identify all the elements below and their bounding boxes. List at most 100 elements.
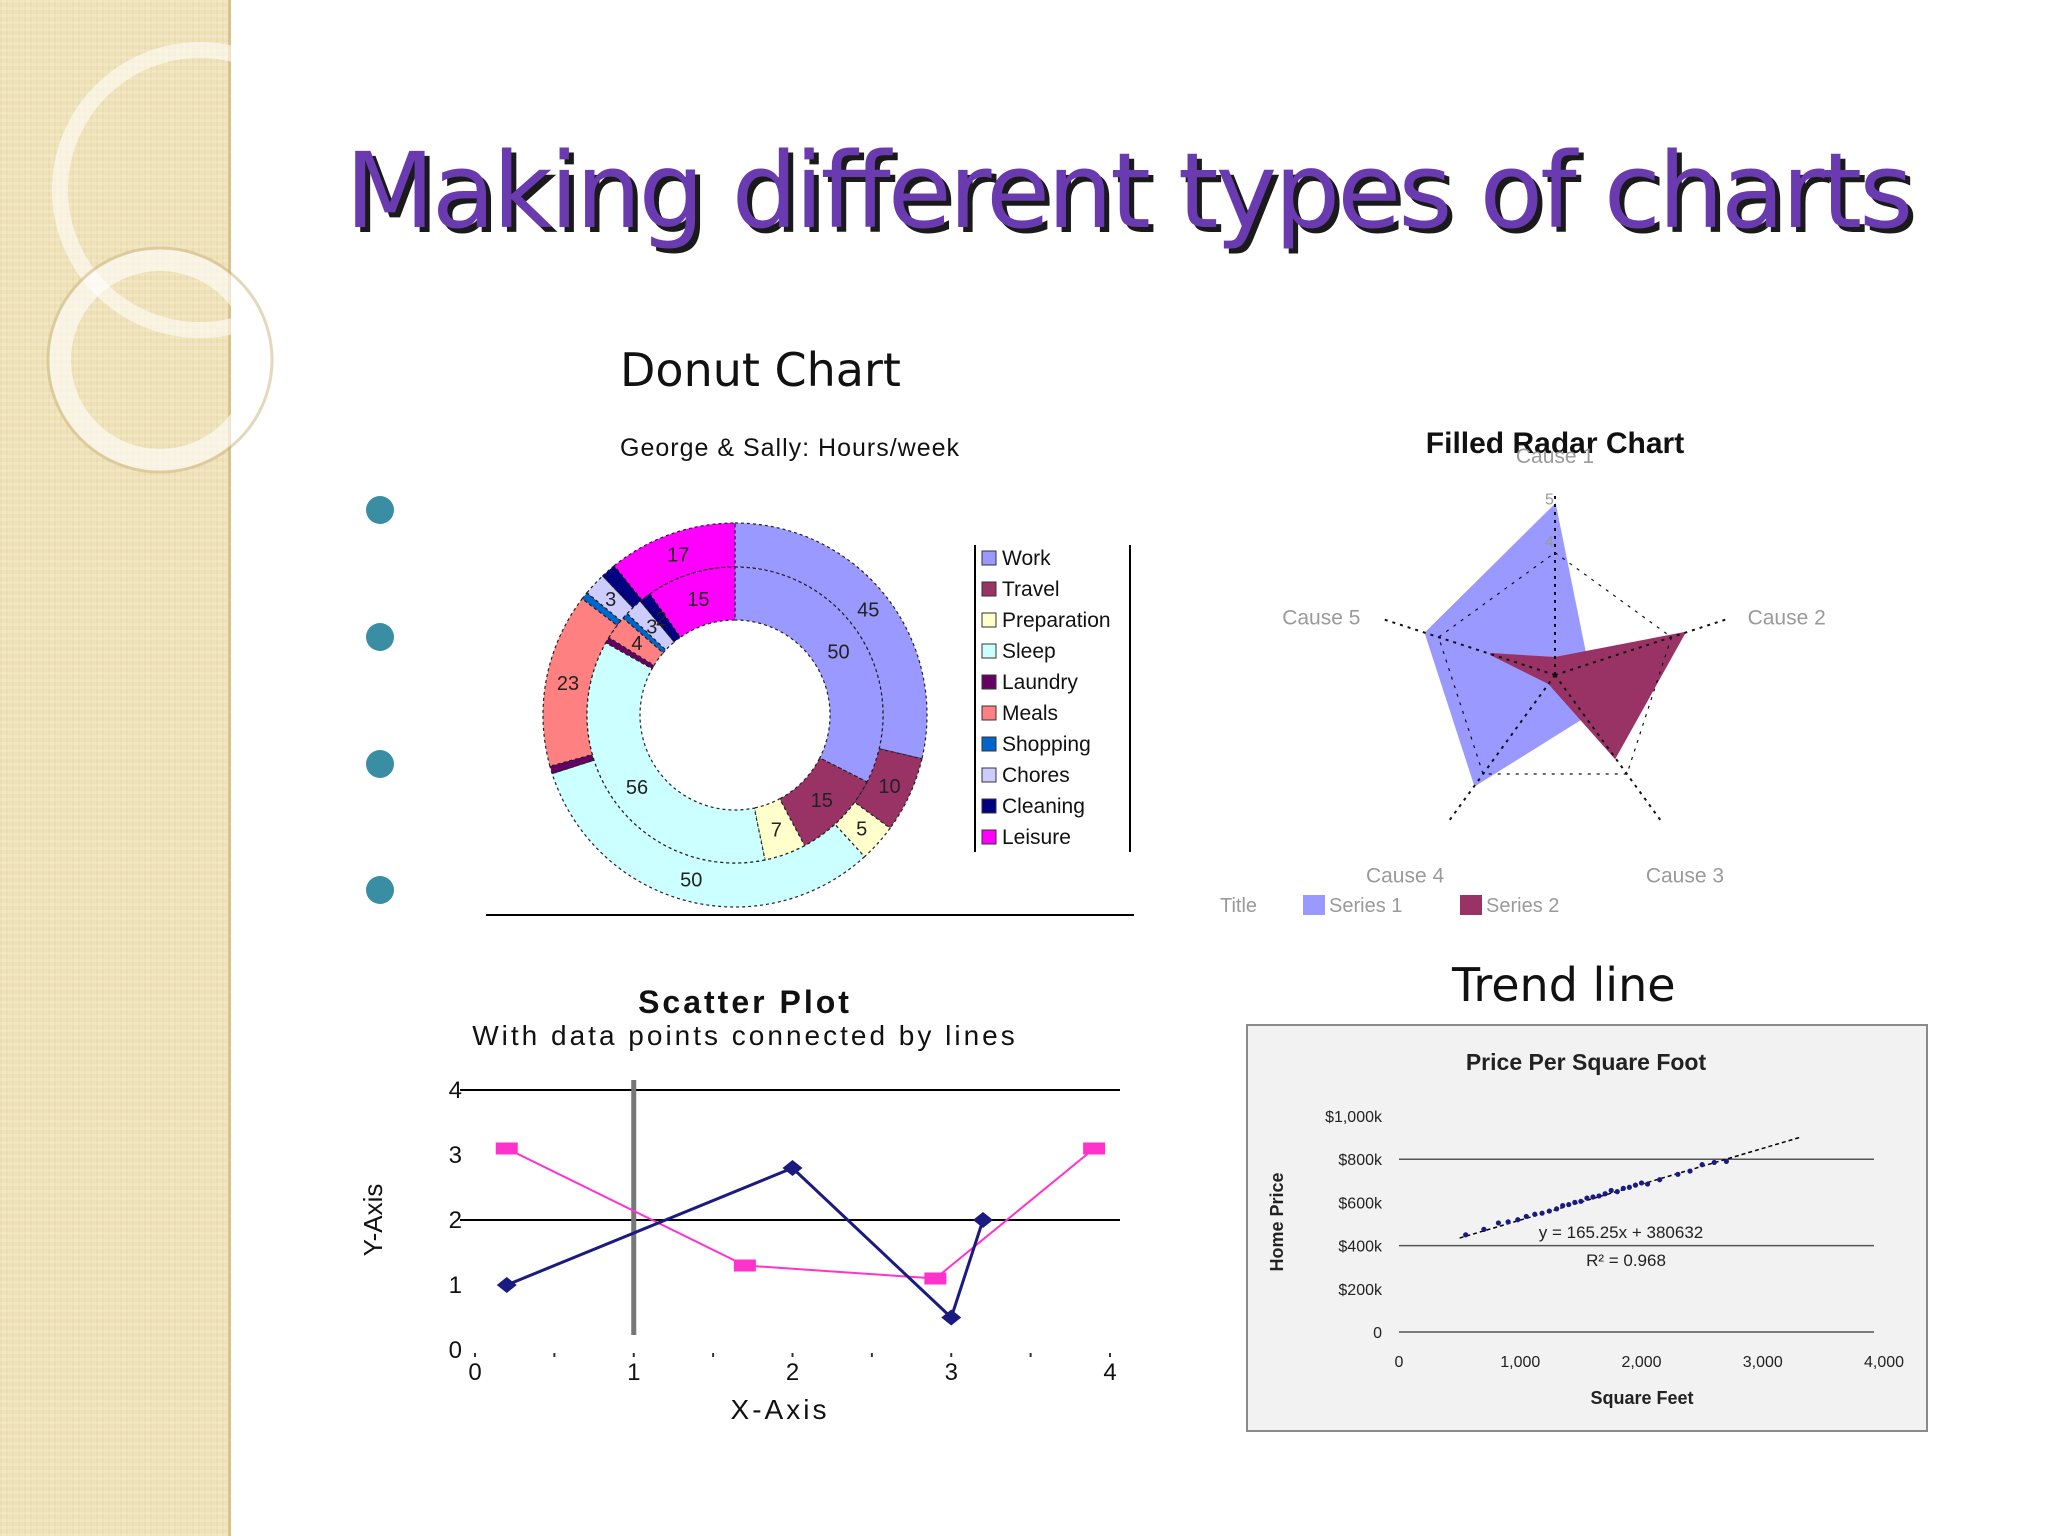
donut-data-label: 3 (605, 589, 616, 611)
legend-swatch-leisure (981, 829, 997, 845)
scatter-chart-subtitle: With data points connected by lines (472, 1020, 1017, 1051)
trend-data-point (1532, 1211, 1538, 1217)
bullet-dot (366, 750, 394, 778)
trend-data-point (1620, 1185, 1626, 1191)
legend-label-preparation: Preparation (1002, 609, 1111, 632)
trend-x-axis-label: Square Feet (1590, 1388, 1693, 1408)
scatter-series-line-2 (506, 1166, 985, 1321)
donut-data-label: 5 (856, 818, 867, 840)
donut-chart-caption: Donut Chart (620, 343, 901, 397)
radar-legend-title: Title (1220, 895, 1257, 917)
trend-chart-title: Price Per Square Foot (1466, 1049, 1707, 1075)
trendline-chart: Price Per Square Foot 0 $200k $400k $600k $8… (1246, 1024, 1928, 1432)
radar-axis-label: Cause 2 (1748, 606, 1826, 629)
trend-y-tick-label: $600k (1338, 1195, 1383, 1212)
trend-chart-frame (1246, 1024, 1928, 1432)
donut-slice-outer-laundry (549, 753, 595, 775)
decorative-rings (46, 42, 340, 474)
donut-slice-outer-shopping (581, 591, 622, 627)
radar-legend-swatch-2 (1460, 895, 1482, 915)
donut-slice-inner-preparation (753, 798, 806, 861)
donut-chart: George & Sally: Hours/week 4510550233175… (486, 434, 1134, 916)
radar-axis-label: Cause 1 (1516, 445, 1594, 468)
radar-spoke (1380, 617, 1556, 676)
donut-slice-inner-sleep (586, 641, 766, 864)
donut-data-label: 50 (827, 641, 849, 663)
legend-label-chores: Chores (1002, 764, 1070, 787)
trend-data-point (1657, 1177, 1663, 1183)
radar-spoke (1554, 674, 1664, 825)
scatter-x-axis-label: X-Axis (731, 1394, 830, 1425)
bullet-dot (366, 623, 394, 651)
donut-legend: Work Travel Preparation Sleep Laundry Meals Sh… (981, 547, 1111, 849)
donut-data-label: 17 (667, 545, 689, 567)
legend-label-leisure: Leisure (1002, 826, 1071, 849)
legend-swatch-preparation (981, 612, 997, 628)
radar-legend-swatch-1 (1303, 895, 1325, 915)
radar-axis-label: Cause 5 (1282, 606, 1360, 629)
donut-rings (542, 522, 928, 908)
trend-data-point (1578, 1198, 1584, 1204)
scatter-y-tick-label: 0 (449, 1337, 462, 1364)
donut-slice-outer-sleep (551, 759, 866, 908)
trend-y-tick-label: $400k (1338, 1239, 1383, 1256)
donut-data-label: 3 (646, 616, 657, 638)
legend-swatch-cleaning (981, 798, 997, 814)
scatter-series-line-1 (506, 1147, 1095, 1280)
trend-data-point (1626, 1184, 1632, 1190)
trend-data-point (1463, 1232, 1469, 1238)
trend-equation: y = 165.25x + 380632 (1539, 1223, 1703, 1242)
trend-data-point (1614, 1189, 1620, 1195)
donut-data-label: 15 (811, 790, 833, 812)
trend-data-point (1590, 1194, 1596, 1200)
donut-data-label: 56 (626, 777, 648, 799)
trend-y-tick-label: $1,000k (1325, 1109, 1383, 1126)
trend-data-point (1560, 1203, 1566, 1209)
radar-legend-label-1: Series 1 (1329, 895, 1402, 917)
scatter-point-marker (782, 1160, 803, 1176)
trend-y-tick-label: $800k (1338, 1152, 1383, 1169)
radar-gridline (1437, 551, 1673, 775)
donut-data-label: 15 (687, 589, 709, 611)
trend-data-point (1495, 1220, 1502, 1226)
bullet-dot (366, 496, 394, 524)
trend-data-point (1638, 1180, 1645, 1186)
radar-spoke (1446, 674, 1556, 825)
trend-data-point (1723, 1158, 1729, 1164)
scatter-y-tick-label: 3 (449, 1142, 462, 1169)
radar-axis-labels: Cause 1 Cause 2 Cause 3 Cause 4 Cause 5 (1282, 445, 1826, 888)
trend-data-point (1572, 1199, 1578, 1205)
trend-x-tick-label: 0 (1395, 1354, 1404, 1371)
trend-y-tick-label: 0 (1373, 1325, 1382, 1342)
legend-label-sleep: Sleep (1002, 640, 1056, 663)
trend-data-point (1687, 1168, 1693, 1174)
legend-swatch-shopping (981, 736, 997, 752)
legend-swatch-work (981, 550, 997, 566)
radar-radial-tick: 5 (1545, 492, 1554, 509)
legend-label-shopping: Shopping (1002, 733, 1091, 756)
radar-legend-label-2: Series 2 (1486, 895, 1559, 917)
deco-ring-large (52, 42, 340, 338)
trend-x-tick-label: 3,000 (1743, 1354, 1783, 1371)
trend-x-tick-label: 1,000 (1500, 1354, 1540, 1371)
donut-data-label: 45 (857, 599, 879, 621)
trend-data-point (1608, 1187, 1614, 1194)
donut-data-label: 4 (631, 633, 642, 655)
trend-data-point (1515, 1217, 1521, 1223)
scatter-x-tick-label: 2 (786, 1359, 799, 1386)
donut-slice-inner-meals (608, 617, 665, 667)
donut-slice-inner-cleaning (639, 593, 682, 643)
radar-spoke (1554, 617, 1730, 676)
radar-legend: Title Series 1 Series 2 (1220, 895, 1559, 917)
scatter-point-marker (973, 1212, 993, 1228)
donut-slice-outer-meals (542, 597, 619, 767)
trend-data-point (1546, 1208, 1552, 1214)
trend-data-point (1584, 1195, 1590, 1201)
donut-chart-title: George & Sally: Hours/week (620, 434, 960, 462)
trend-data-point (1632, 1182, 1639, 1188)
legend-swatch-meals (981, 705, 997, 721)
trend-data-point (1596, 1193, 1602, 1199)
scatter-chart-title: Scatter Plot (638, 984, 852, 1020)
bullet-dot (366, 876, 394, 904)
